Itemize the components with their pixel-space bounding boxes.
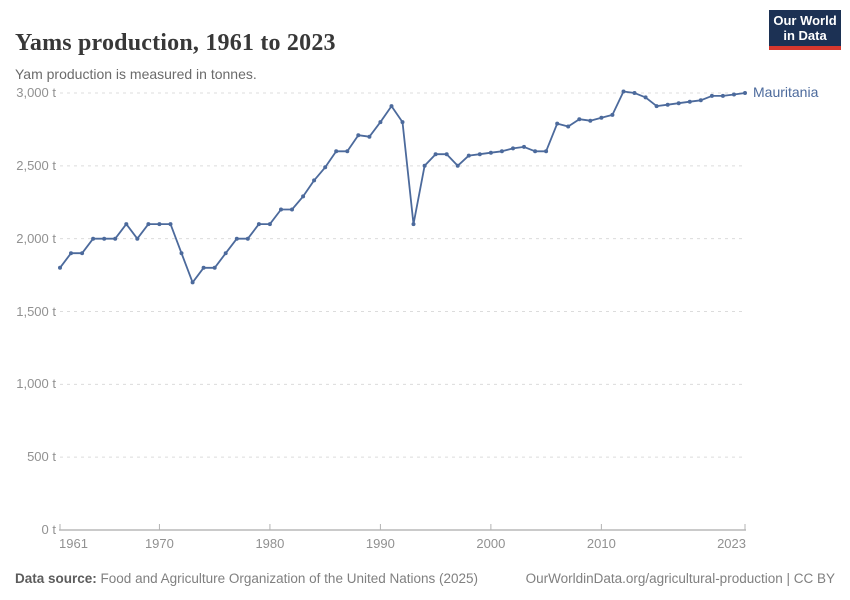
data-point-marker <box>312 178 317 183</box>
data-point-marker <box>135 236 140 241</box>
series-label-mauritania[interactable]: Mauritania <box>753 84 819 100</box>
data-point-marker <box>444 152 449 157</box>
data-point-marker <box>69 251 73 256</box>
owid-logo-line1: Our World <box>773 13 837 28</box>
data-point-marker <box>743 91 747 95</box>
data-point-marker <box>720 93 725 98</box>
data-point-marker <box>124 222 129 227</box>
x-axis-tick-label: 2023 <box>717 536 746 551</box>
data-point-marker <box>488 150 493 155</box>
data-point-marker <box>477 152 482 157</box>
data-point-marker <box>643 95 648 100</box>
data-point-marker <box>301 194 306 199</box>
data-point-marker <box>234 236 239 241</box>
data-point-marker <box>522 144 526 149</box>
data-point-marker <box>466 153 471 158</box>
data-point-marker <box>113 236 118 241</box>
data-source-text: Food and Agriculture Organization of the… <box>100 571 479 586</box>
x-axis-tick-label: 1990 <box>365 536 395 551</box>
data-point-marker <box>245 236 250 241</box>
data-point-marker <box>91 236 96 241</box>
data-point-marker <box>632 91 637 95</box>
data-source-label: Data source: <box>15 571 97 586</box>
y-axis-tick-label: 3,000 t <box>16 85 56 100</box>
data-point-marker <box>201 265 206 270</box>
data-point-marker <box>367 134 372 139</box>
y-axis-tick-label: 0 t <box>41 522 56 537</box>
data-point-marker <box>345 149 350 154</box>
data-point-marker <box>533 149 538 154</box>
data-point-marker <box>102 236 107 241</box>
data-point-marker <box>588 118 593 123</box>
y-axis-tick-label: 1,000 t <box>16 376 56 392</box>
x-axis-tick-label: 1961 <box>59 536 88 551</box>
y-axis-tick-label: 2,000 t <box>16 230 56 246</box>
data-source-note: Data source: Food and Agriculture Organi… <box>15 571 478 586</box>
data-point-marker <box>732 92 736 97</box>
data-point-marker <box>323 165 328 170</box>
data-point-marker <box>168 222 173 227</box>
data-point-marker <box>157 222 162 227</box>
data-point-marker <box>433 152 438 157</box>
data-point-marker <box>709 93 714 98</box>
data-point-marker <box>212 265 217 270</box>
data-point-marker <box>566 124 571 129</box>
data-point-marker <box>389 104 394 109</box>
data-point-marker <box>499 149 504 154</box>
data-point-marker <box>334 149 339 154</box>
data-point-marker <box>555 121 560 126</box>
x-axis-tick-label: 2010 <box>586 536 616 551</box>
data-point-marker <box>179 251 184 256</box>
data-point-marker <box>455 163 460 168</box>
data-point-marker <box>610 112 615 117</box>
y-axis-tick-label: 500 t <box>27 449 56 465</box>
data-point-marker <box>599 115 604 120</box>
data-point-marker <box>267 222 272 227</box>
y-axis-tick-label: 1,500 t <box>16 303 56 319</box>
data-point-marker <box>80 251 85 256</box>
data-point-marker <box>190 280 195 285</box>
data-point-marker <box>422 163 427 168</box>
page-subtitle: Yam production is measured in tonnes. <box>15 66 257 82</box>
data-point-marker <box>687 99 692 104</box>
x-axis-tick-label: 1980 <box>255 536 285 551</box>
data-point-marker <box>58 265 62 270</box>
owid-footer-link[interactable]: OurWorldinData.org/agricultural-producti… <box>525 571 835 586</box>
data-point-marker <box>511 146 515 151</box>
data-point-marker <box>698 98 703 103</box>
owid-logo-line2: in Data <box>783 28 827 43</box>
data-point-marker <box>256 222 261 227</box>
data-point-marker <box>665 102 670 107</box>
data-point-marker <box>378 120 383 125</box>
data-point-marker <box>223 251 228 256</box>
data-point-marker <box>290 207 294 212</box>
page-title: Yams production, 1961 to 2023 <box>15 30 336 57</box>
data-point-marker <box>356 133 361 138</box>
data-point-marker <box>577 117 582 122</box>
owid-logo[interactable]: Our World in Data <box>769 10 841 50</box>
data-point-marker <box>279 207 283 212</box>
data-point-marker <box>621 89 626 94</box>
data-point-marker <box>544 149 549 154</box>
data-point-marker <box>411 222 416 227</box>
data-point-marker <box>400 120 405 125</box>
data-point-marker <box>654 104 659 109</box>
data-point-marker <box>146 222 151 227</box>
y-axis-tick-label: 2,500 t <box>16 157 56 173</box>
chart-footer: Data source: Food and Agriculture Organi… <box>15 571 835 586</box>
x-axis-tick-label: 2000 <box>476 536 506 551</box>
x-axis-tick-label: 1970 <box>144 536 174 551</box>
data-point-marker <box>676 101 681 106</box>
